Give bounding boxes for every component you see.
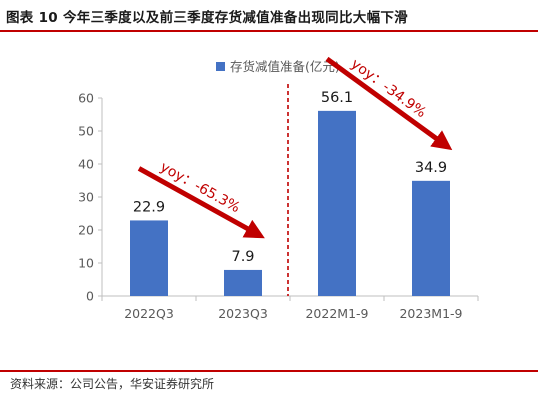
yoy-arrow xyxy=(137,166,265,239)
bar xyxy=(412,180,450,296)
y-tick-label: 20 xyxy=(78,223,94,238)
y-tick-label: 30 xyxy=(78,190,94,205)
yoy-label: yoy：-34.9% xyxy=(348,56,429,121)
x-tick-label: 2023Q3 xyxy=(218,306,268,321)
y-tick-label: 40 xyxy=(78,157,94,172)
data-label: 7.9 xyxy=(231,249,254,265)
bar xyxy=(130,220,168,296)
y-tick-label: 10 xyxy=(78,256,94,271)
data-label: 34.9 xyxy=(415,160,447,176)
y-tick-label: 50 xyxy=(78,124,94,139)
title-rule xyxy=(0,30,538,32)
bar xyxy=(224,269,262,296)
data-label: 22.9 xyxy=(133,199,165,215)
legend-label: 存货减值准备(亿元) xyxy=(230,59,340,74)
y-tick-label: 60 xyxy=(78,91,94,106)
legend-swatch xyxy=(216,62,225,71)
source-rule xyxy=(0,370,538,372)
data-label: 56.1 xyxy=(321,90,353,106)
x-tick-label: 2023M1-9 xyxy=(399,306,462,321)
yoy-arrow xyxy=(325,56,453,151)
figure-title: 图表 10 今年三季度以及前三季度存货减值准备出现同比大幅下滑 xyxy=(6,10,408,26)
x-tick-label: 2022Q3 xyxy=(124,306,174,321)
y-tick-label: 0 xyxy=(86,289,94,304)
bar xyxy=(318,110,356,297)
x-tick-label: 2022M1-9 xyxy=(305,306,368,321)
source-note: 资料来源：公司公告，华安证券研究所 xyxy=(10,377,215,391)
